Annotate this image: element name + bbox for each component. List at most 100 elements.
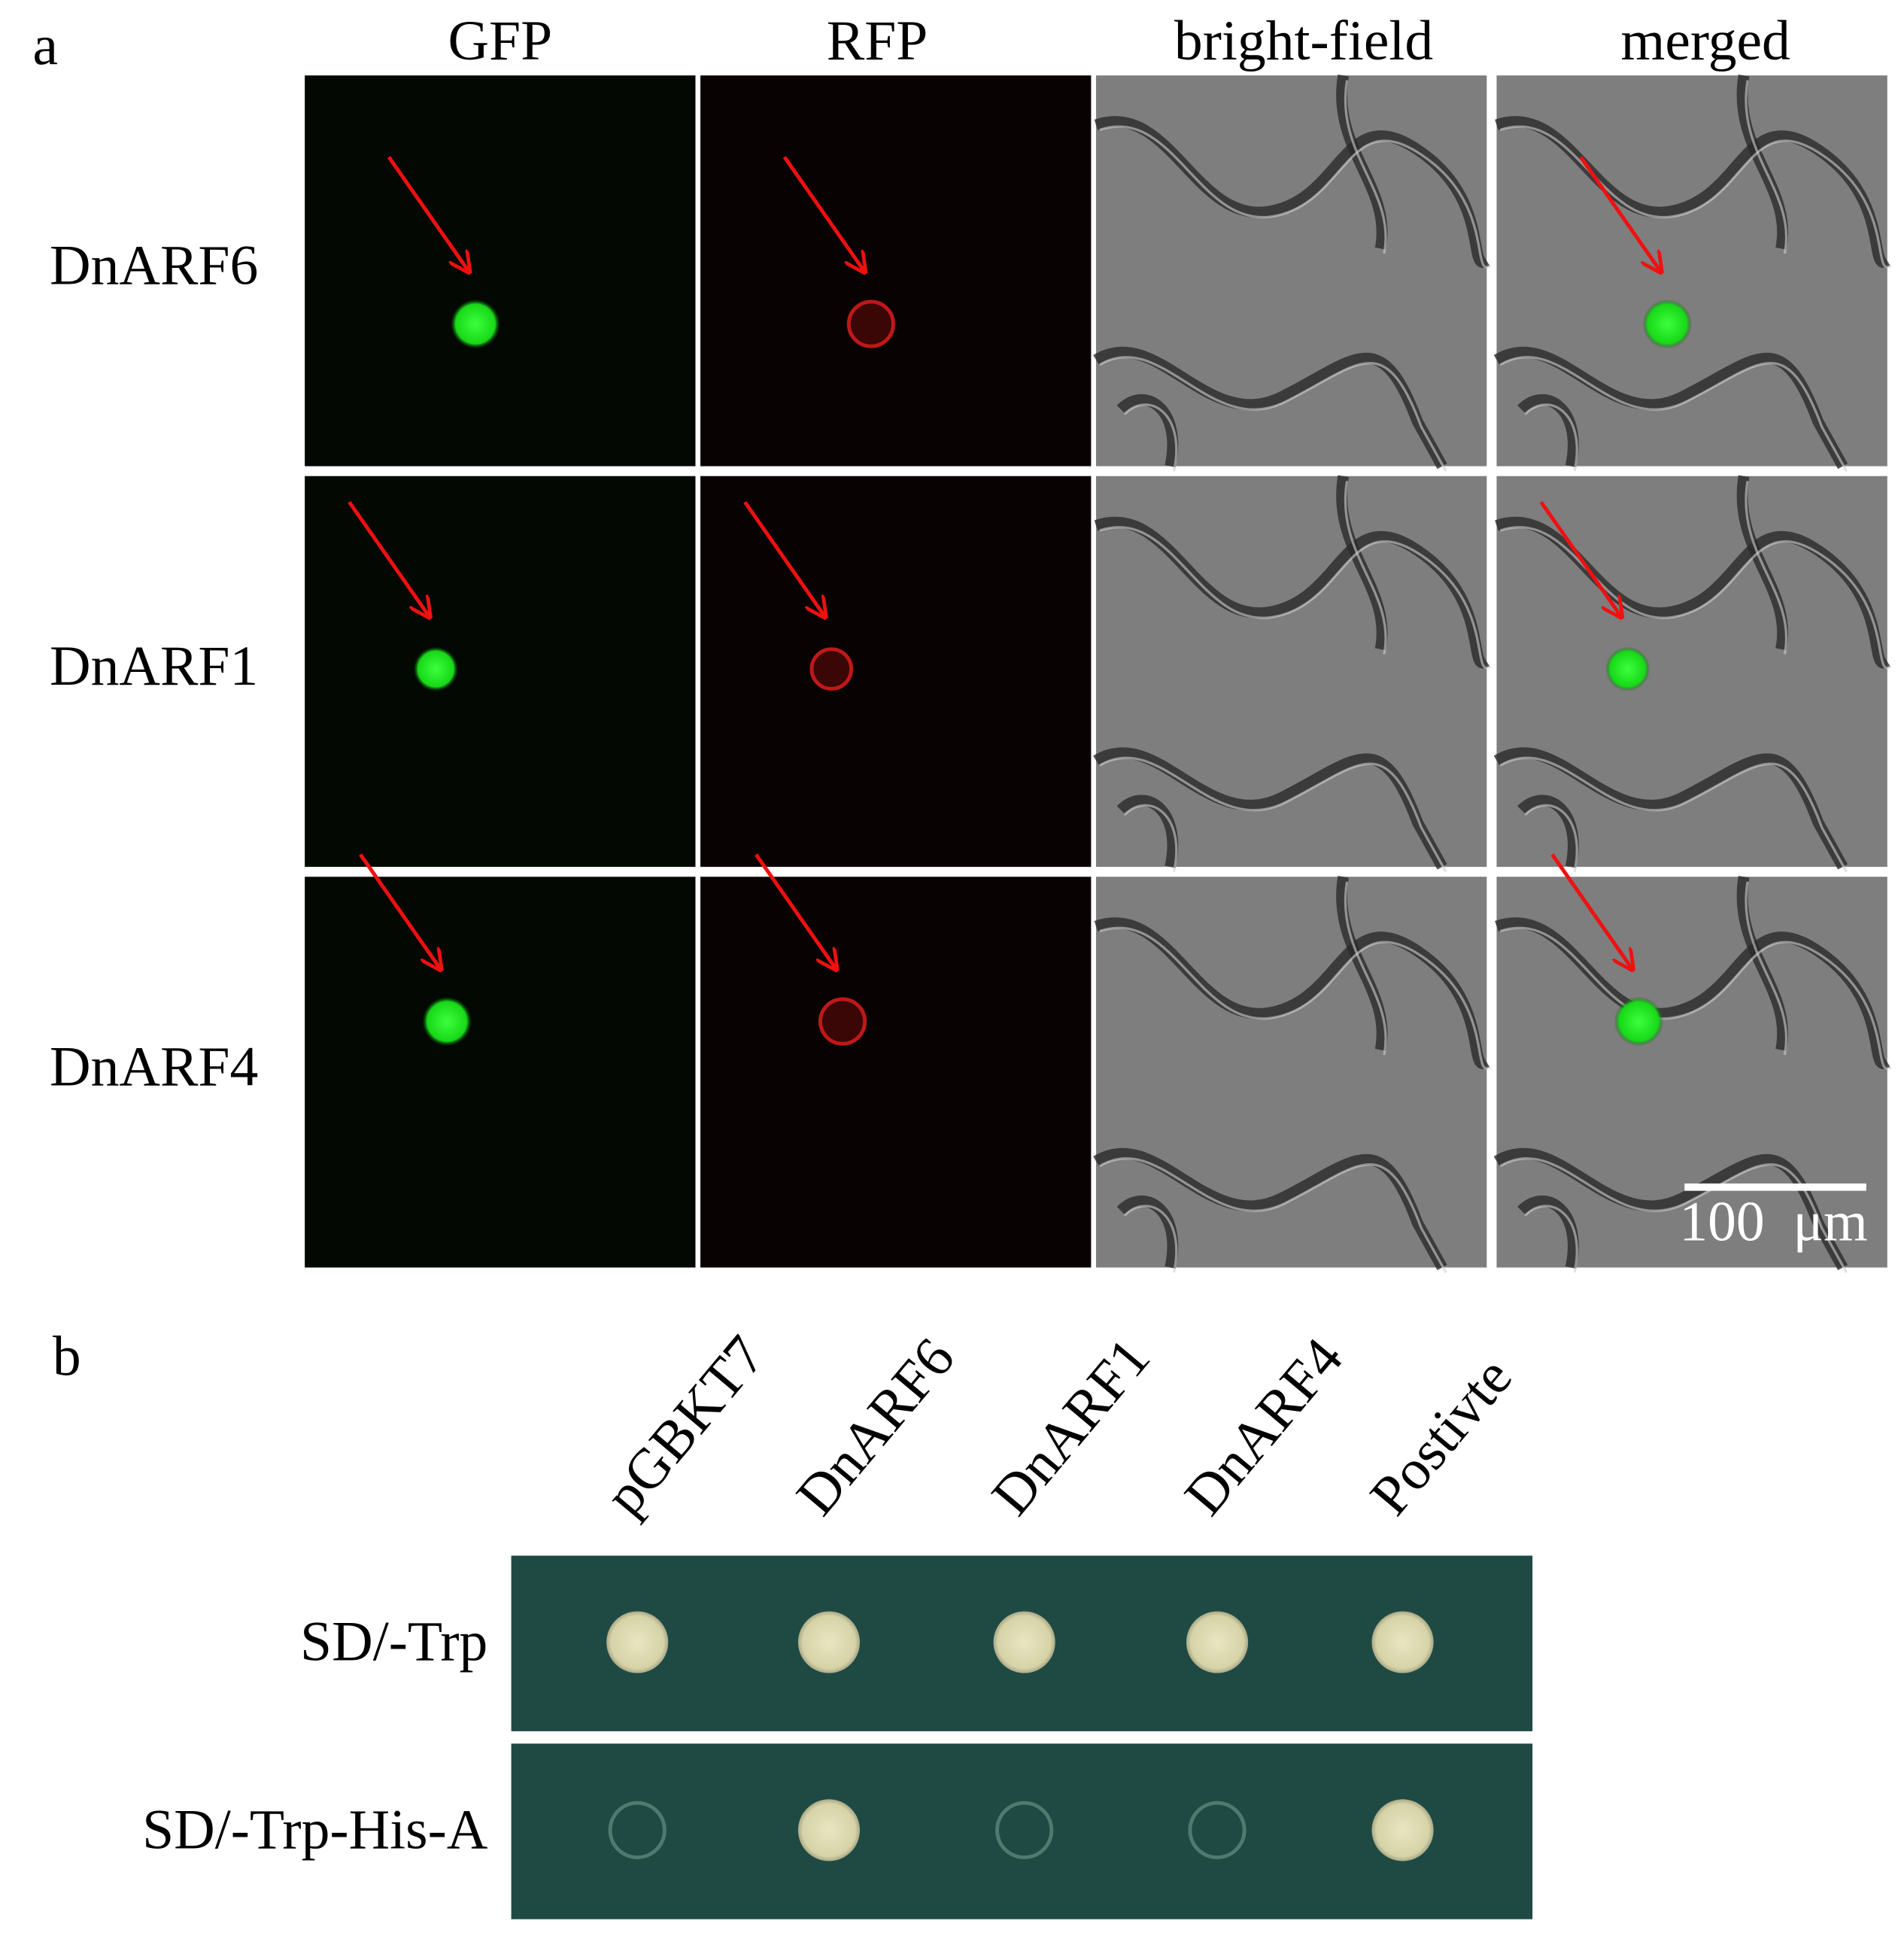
nucleus-gfp <box>413 646 458 691</box>
micrograph <box>305 75 696 467</box>
image-background <box>305 877 696 1268</box>
column-label: DnARF4 <box>1173 1327 1355 1527</box>
panel-label: b <box>53 1326 81 1388</box>
yeast-trace <box>995 1801 1054 1859</box>
row-label: DnARF1 <box>50 635 258 697</box>
yeast-colony <box>1186 1611 1249 1673</box>
image-background <box>700 476 1092 868</box>
image-background <box>700 877 1092 1268</box>
cell-wall-highlight <box>1499 926 1892 1070</box>
yeast-colony <box>1371 1611 1434 1673</box>
cell-wall <box>1517 1195 1579 1269</box>
arrow <box>359 853 441 970</box>
yeast-colony <box>1371 1799 1434 1862</box>
micrograph <box>305 853 696 1268</box>
yeast-colony <box>797 1611 861 1673</box>
cell-wall-highlight <box>1099 1156 1447 1273</box>
cell-wall-highlight <box>1099 926 1492 1070</box>
image-background <box>305 75 696 467</box>
cell-wall-highlight <box>1745 881 1788 1056</box>
arrow <box>782 156 865 272</box>
cell-wall-highlight <box>1499 756 1848 873</box>
nucleus-gfp <box>1642 299 1693 349</box>
cell-wall <box>1517 795 1579 868</box>
cell-wall <box>1116 1195 1179 1269</box>
cell-wall-highlight <box>1524 403 1578 472</box>
yeast-trace <box>608 1801 667 1859</box>
arrow <box>743 500 825 617</box>
cell-wall-highlight <box>1099 125 1492 269</box>
micrograph <box>1493 853 1892 1273</box>
scale-bar-label: 100 μm <box>1679 1190 1868 1253</box>
cell-wall <box>1093 346 1447 470</box>
cell-wall <box>1736 74 1788 250</box>
column-header: GFP <box>448 10 552 72</box>
row-label: SD/-Trp-His-A <box>142 1798 488 1861</box>
nucleus-rfp <box>809 647 854 691</box>
micrograph <box>1493 475 1892 873</box>
arrow <box>1539 500 1622 617</box>
arrow <box>1579 156 1661 272</box>
cell-wall-highlight <box>1745 80 1788 254</box>
cell-wall-highlight <box>1123 1205 1178 1273</box>
micrograph <box>1093 876 1492 1273</box>
cell-wall <box>1517 394 1579 468</box>
column-label: DnARF1 <box>980 1327 1162 1527</box>
arrow <box>754 853 837 970</box>
cell-wall-highlight <box>1344 80 1387 254</box>
column-label: Postivte <box>1359 1346 1524 1527</box>
micrograph <box>1093 475 1492 873</box>
cell-wall <box>1493 747 1848 870</box>
micrograph <box>1493 74 1892 472</box>
image-background <box>305 476 696 868</box>
cell-wall-highlight <box>1344 881 1387 1056</box>
arrow <box>1550 853 1632 970</box>
cell-wall-highlight <box>1524 804 1578 873</box>
cell-wall <box>1336 876 1388 1051</box>
cell-wall <box>1493 346 1848 470</box>
column-label: pGBKT7 <box>593 1324 776 1527</box>
panel-label: a <box>33 14 59 77</box>
yeast-trace <box>1188 1801 1247 1859</box>
micrograph <box>700 476 1092 868</box>
cell-wall <box>1493 1147 1848 1271</box>
cell-wall-highlight <box>1099 526 1492 670</box>
cell-wall-highlight <box>1499 355 1848 472</box>
cell-wall-highlight <box>1099 756 1447 873</box>
cell-wall <box>1736 876 1788 1051</box>
micrograph <box>700 853 1092 1268</box>
cell-wall-highlight <box>1123 804 1178 873</box>
cell-wall <box>1116 795 1179 868</box>
nucleus-gfp <box>451 299 500 349</box>
column-label: DnARF6 <box>785 1327 967 1527</box>
cell-wall-highlight <box>1745 481 1788 655</box>
arrow <box>348 500 430 617</box>
cell-wall <box>1336 475 1388 651</box>
cell-wall-highlight <box>1123 403 1178 472</box>
cell-wall-highlight <box>1499 526 1892 670</box>
column-header: merged <box>1621 10 1790 72</box>
nucleus-gfp <box>1605 646 1650 691</box>
plate <box>511 1743 1533 1919</box>
cell-wall-highlight <box>1524 1205 1578 1273</box>
cell-wall <box>1116 394 1179 468</box>
cell-wall <box>1093 1147 1447 1271</box>
nucleus-gfp <box>1614 996 1664 1047</box>
nucleus-rfp <box>818 997 867 1046</box>
nucleus-rfp <box>846 299 895 348</box>
cell-wall <box>1336 74 1388 250</box>
row-label: SD/-Trp <box>300 1610 487 1673</box>
yeast-colony <box>993 1611 1055 1673</box>
row-label: DnARF6 <box>50 234 258 296</box>
cell-wall-highlight <box>1499 1156 1848 1273</box>
image-background <box>700 75 1092 467</box>
micrograph <box>305 476 696 868</box>
yeast-colony <box>797 1799 861 1862</box>
column-header: RFP <box>827 10 928 72</box>
cell-wall-highlight <box>1099 355 1447 472</box>
row-label: DnARF4 <box>50 1035 258 1098</box>
arrow <box>387 156 469 272</box>
cell-wall-highlight <box>1344 481 1387 655</box>
